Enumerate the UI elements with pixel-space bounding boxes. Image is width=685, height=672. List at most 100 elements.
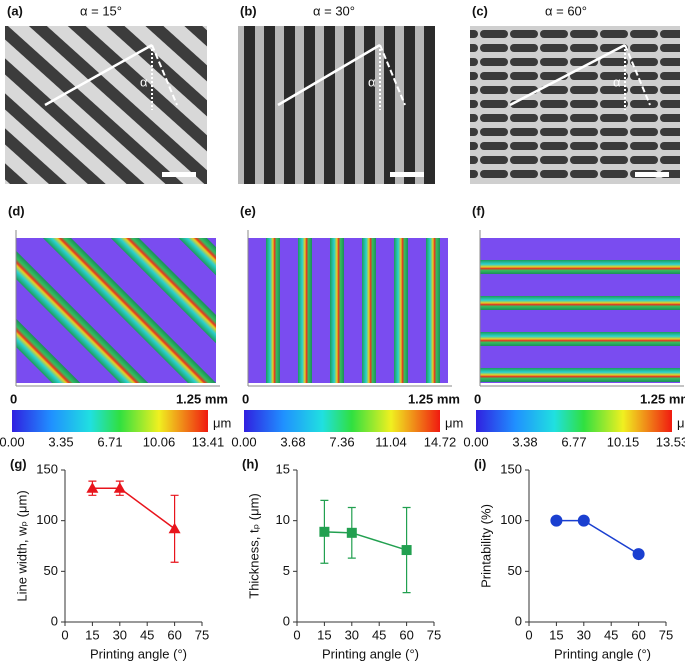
x-tick-label: 15: [85, 627, 99, 642]
colorbar: [244, 410, 440, 432]
colorbar-tick-label: 3.38: [512, 434, 537, 449]
panel-label: (i): [474, 456, 486, 471]
x-axis-label: Printing angle (°): [554, 646, 651, 661]
y-axis-label: Line width, wₚ (μm): [14, 490, 29, 601]
scale-bar: [162, 172, 196, 177]
photo-caption: α = 30°: [313, 3, 355, 18]
y-tick-label: 50: [44, 563, 58, 578]
series-line: [556, 519, 639, 555]
arrow: [44, 43, 153, 107]
colorbar-tick-label: 7.36: [329, 434, 354, 449]
marker: [550, 514, 563, 527]
x-axis-label: Printing angle (°): [90, 646, 187, 661]
series-line: [324, 531, 407, 551]
colorbar-unit: μm: [445, 415, 463, 430]
photo: [5, 26, 207, 184]
x-tick-label: 30: [577, 627, 591, 642]
colorbar-tick-label: 10.06: [143, 434, 176, 449]
x-tick-label: 75: [427, 627, 441, 642]
marker: [346, 527, 357, 538]
colorbar-tick-label: 14.72: [424, 434, 457, 449]
colorbar-tick-label: 0.00: [231, 434, 256, 449]
colorbar: [12, 410, 208, 432]
colorbar: [476, 410, 672, 432]
y-axis-label: Thickness, tₚ (μm): [246, 493, 261, 599]
panel-label: (h): [242, 456, 259, 471]
colorbar-tick-label: 6.71: [97, 434, 122, 449]
panel-label: (c): [472, 3, 488, 18]
y-axis-label: Printability (%): [478, 504, 493, 588]
x-tick-label: 0: [293, 627, 300, 642]
x-tick-label: 15: [317, 627, 331, 642]
arrow: [509, 43, 626, 107]
x-tick-label: 60: [167, 627, 181, 642]
marker: [168, 522, 181, 534]
x-tick-label: 0: [61, 627, 68, 642]
scale-start: 0: [242, 391, 249, 406]
marker: [319, 526, 330, 537]
y-tick-label: 0: [283, 613, 290, 628]
colorbar-tick-label: 6.77: [561, 434, 586, 449]
y-tick-label: 15: [276, 461, 290, 476]
x-tick-label: 30: [113, 627, 127, 642]
arrow: [624, 44, 651, 106]
height-map: [248, 238, 448, 383]
x-tick-label: 15: [549, 627, 563, 642]
colorbar-tick-label: 3.68: [280, 434, 305, 449]
y-tick-label: 50: [508, 563, 522, 578]
marker: [113, 482, 126, 493]
x-tick-label: 75: [659, 627, 673, 642]
panel-label: (f): [472, 203, 485, 218]
x-axis-label: Printing angle (°): [322, 646, 419, 661]
panel-label: (g): [10, 456, 27, 471]
angle-symbol: α: [613, 74, 621, 89]
colorbar-tick-label: 10.15: [607, 434, 640, 449]
colorbar-tick-label: 13.53: [656, 434, 685, 449]
x-tick-label: 60: [399, 627, 413, 642]
marker: [577, 514, 590, 527]
angle-symbol: α: [140, 74, 148, 89]
height-map: [480, 238, 680, 383]
scale-bar: [390, 172, 424, 177]
y-tick-label: 150: [500, 461, 522, 476]
panel-label: (d): [8, 203, 25, 218]
colorbar-tick-label: 11.04: [375, 434, 407, 449]
marker: [86, 482, 99, 493]
colorbar-tick-label: 13.41: [192, 434, 225, 449]
arrow: [151, 44, 178, 106]
x-tick-label: 60: [631, 627, 645, 642]
x-tick-label: 45: [140, 627, 154, 642]
height-map: [16, 238, 216, 383]
scale-end: 1.25 mm: [408, 391, 460, 406]
scale-end: 1.25 mm: [640, 391, 685, 406]
colorbar-unit: μm: [213, 415, 231, 430]
x-tick-label: 0: [525, 627, 532, 642]
scale-start: 0: [10, 391, 17, 406]
scale-bar: [635, 172, 669, 177]
photo: [238, 26, 435, 184]
photo: [470, 26, 680, 184]
arrow: [277, 43, 381, 107]
y-tick-label: 100: [500, 512, 522, 527]
angle-symbol: α: [368, 74, 376, 89]
y-tick-label: 0: [51, 613, 58, 628]
x-tick-label: 45: [372, 627, 386, 642]
colorbar-tick-label: 0.00: [463, 434, 488, 449]
marker: [632, 548, 645, 561]
colorbar-tick-label: 0.00: [0, 434, 25, 449]
x-tick-label: 30: [345, 627, 359, 642]
arrow: [379, 44, 406, 106]
colorbar-unit: μm: [677, 415, 685, 430]
scale-end: 1.25 mm: [176, 391, 228, 406]
marker: [401, 545, 412, 556]
y-tick-label: 10: [276, 512, 290, 527]
y-tick-label: 150: [36, 461, 58, 476]
panel-label: (b): [240, 3, 257, 18]
y-tick-label: 5: [283, 563, 290, 578]
x-tick-label: 75: [195, 627, 209, 642]
photo-caption: α = 60°: [545, 3, 587, 18]
colorbar-tick-label: 3.35: [48, 434, 73, 449]
x-tick-label: 45: [604, 627, 618, 642]
panel-label: (e): [240, 203, 256, 218]
